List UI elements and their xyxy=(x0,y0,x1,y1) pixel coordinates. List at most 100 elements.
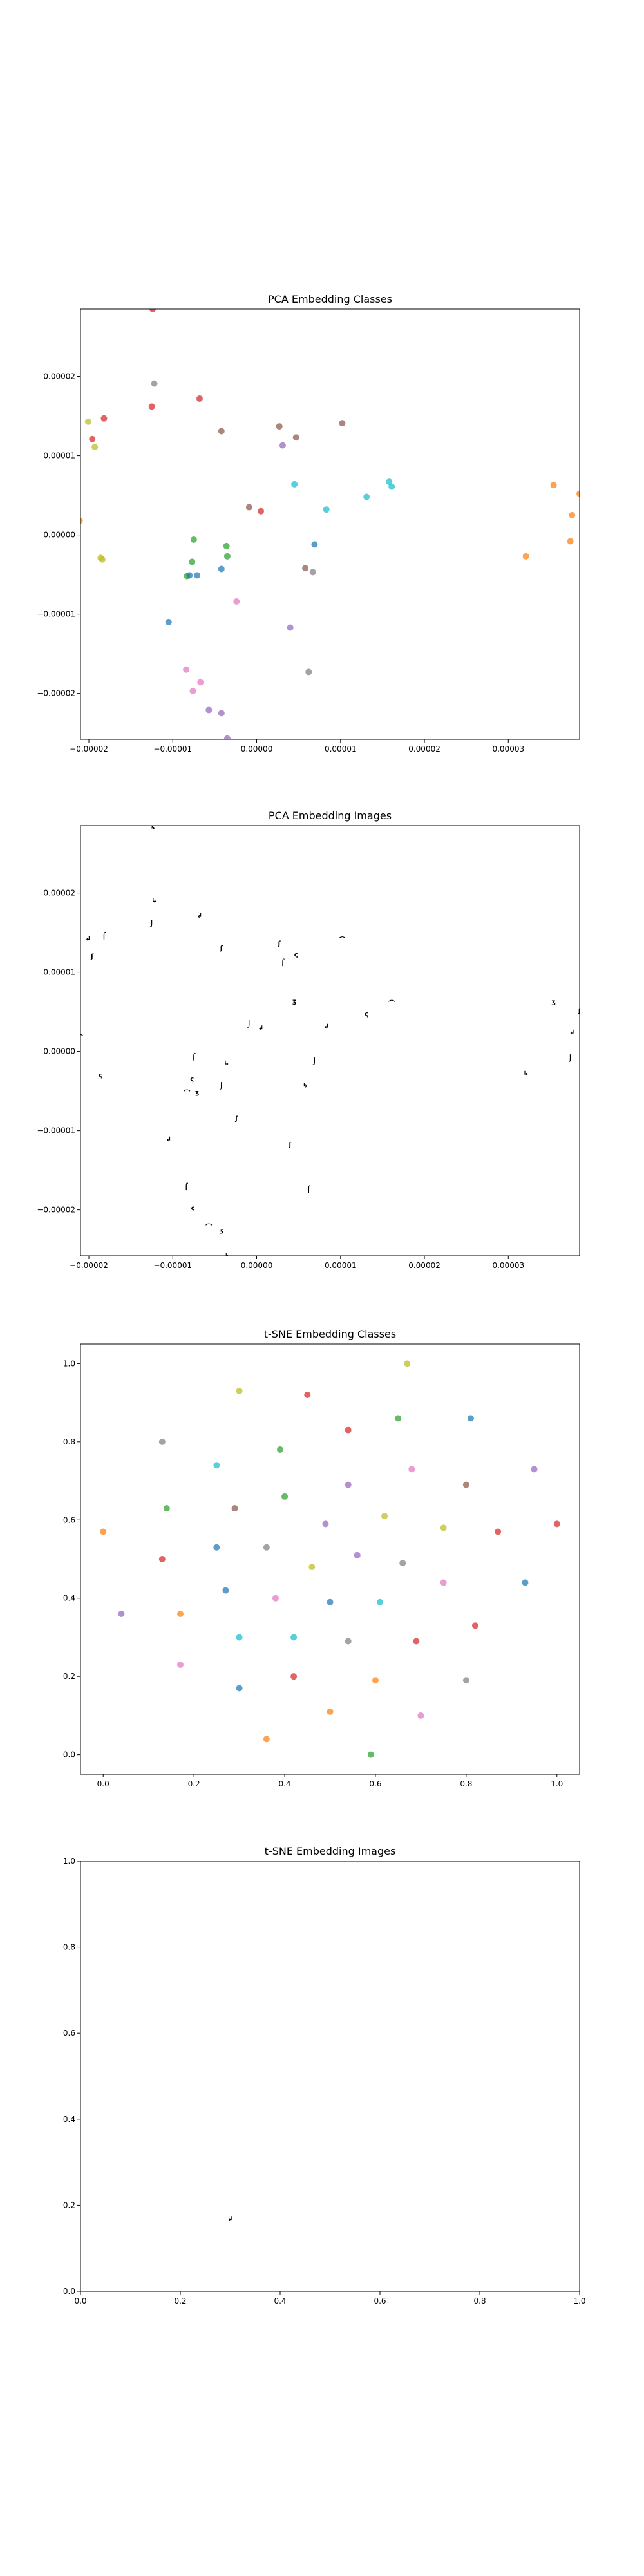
image-glyph: ⌠ xyxy=(307,1184,310,1193)
image-glyph: ⌒ xyxy=(76,1033,83,1041)
image-glyph: ↲ xyxy=(197,913,202,920)
data-point xyxy=(395,1415,402,1422)
data-point xyxy=(440,1524,447,1531)
chart-title: PCA Embedding Images xyxy=(269,810,392,822)
data-point xyxy=(302,565,309,572)
data-point xyxy=(218,565,225,573)
data-point xyxy=(413,1638,420,1645)
y-tick-label: 0.4 xyxy=(63,1594,75,1603)
y-tick-label: 1.0 xyxy=(63,1857,75,1866)
image-glyph: ʃ xyxy=(90,953,94,960)
data-point xyxy=(553,1520,560,1528)
pca-classes-panel: PCA Embedding Classes −0.00002 −0.00001 0.0… xyxy=(37,293,580,753)
image-glyph: ↳ xyxy=(151,898,156,905)
data-point xyxy=(440,1579,447,1586)
data-point xyxy=(89,435,96,442)
data-point xyxy=(404,1360,411,1367)
x-tick-label: 0.0 xyxy=(97,1779,109,1788)
data-point xyxy=(118,1611,125,1618)
data-point xyxy=(323,506,330,513)
points-layer xyxy=(100,1360,560,1758)
x-tick-label: 0.00002 xyxy=(408,1261,440,1270)
x-tick-label: 0.00000 xyxy=(241,1261,273,1270)
data-point xyxy=(189,558,196,565)
y-tick-label: 0.00000 xyxy=(43,531,75,540)
image-glyph: ↳ xyxy=(303,1082,308,1089)
tsne-images-panel: t-SNE Embedding Images ↲ 0.0 0.2 0.4 0.6 0.8 1.… xyxy=(63,1845,586,2306)
data-point xyxy=(80,517,83,524)
image-glyph: ⌠ xyxy=(184,1182,188,1191)
x-tick-label: 0.00003 xyxy=(492,744,524,753)
data-point xyxy=(308,1564,316,1571)
data-point xyxy=(462,1677,469,1684)
y-tick-label: 0.0 xyxy=(63,2287,75,2296)
data-point xyxy=(281,1493,289,1500)
x-tick-label: 0.00002 xyxy=(408,744,440,753)
image-glyph: ʒ xyxy=(220,1227,223,1234)
x-tick-label: 1.0 xyxy=(551,1779,563,1788)
data-point xyxy=(277,1446,283,1453)
data-point xyxy=(223,553,231,560)
y-tick-label: 0.6 xyxy=(63,1515,75,1524)
data-point xyxy=(218,710,225,717)
image-glyph: ⌡ xyxy=(220,1082,223,1090)
data-point xyxy=(408,1466,415,1473)
x-tick-label: 0.2 xyxy=(188,1779,200,1788)
data-point xyxy=(567,538,574,545)
image-glyph: ⌒ xyxy=(388,999,395,1008)
data-point xyxy=(223,542,230,549)
image-glyph: ʃ xyxy=(578,1008,582,1015)
y-tick-label: 0.00002 xyxy=(43,889,75,898)
tsne-classes-panel: t-SNE Embedding Classes 0.0 0.2 0.4 0.6 0.8 1.… xyxy=(63,1328,580,1788)
data-point xyxy=(158,1438,166,1445)
y-tick-label: 1.0 xyxy=(63,1359,75,1368)
data-point xyxy=(399,1560,406,1567)
y-tick-label: −0.00001 xyxy=(37,1126,75,1135)
image-glyph: ↲ xyxy=(86,936,91,943)
y-tick-label: −0.00001 xyxy=(37,610,75,619)
data-point xyxy=(471,1622,478,1629)
data-point xyxy=(149,309,156,312)
image-glyph: ⌡ xyxy=(150,919,154,927)
points-layer: ↲ʃ⌠ς⌒ʒ↳⌡↲ʃ⌠ς⌒ ʒ↳⌡↲ʃ⌠ς⌒ ʒ↳⌡↲ʃ⌠ς⌒ʒ↳⌡↲ʃ⌠ς⌒ ʒ↳⌡… xyxy=(76,826,582,1256)
data-point xyxy=(236,1387,243,1394)
data-point xyxy=(287,624,294,631)
data-point xyxy=(345,1638,352,1645)
data-point xyxy=(276,423,283,430)
data-point xyxy=(372,1677,379,1684)
y-tick-label: 0.00002 xyxy=(43,372,75,381)
data-point xyxy=(183,666,190,673)
image-glyph: ʒ xyxy=(195,1089,199,1096)
image-glyph: ↲ xyxy=(569,1029,574,1036)
chart-title: t-SNE Embedding Classes xyxy=(264,1328,396,1340)
data-point xyxy=(495,1528,502,1535)
x-tick-label: 0.0 xyxy=(74,2297,86,2306)
data-point xyxy=(291,480,298,488)
image-glyph: ʒ xyxy=(292,998,296,1005)
data-point xyxy=(522,1579,529,1586)
image-glyph: ʃ xyxy=(220,945,223,952)
data-point xyxy=(84,418,91,425)
data-point xyxy=(190,536,197,543)
axes-frame xyxy=(80,1861,580,2292)
y-tick-label: 0.0 xyxy=(63,1750,75,1759)
x-tick-label: 0.8 xyxy=(473,2297,486,2306)
image-glyph: ⌡ xyxy=(569,1054,573,1062)
y-tick-label: 0.6 xyxy=(63,2029,75,2038)
data-point xyxy=(367,1751,374,1758)
image-glyph: ʒ xyxy=(551,999,555,1006)
data-point xyxy=(100,415,108,422)
data-point xyxy=(386,478,393,486)
data-point xyxy=(151,380,158,387)
image-glyph: ʃ xyxy=(289,1142,292,1149)
data-point xyxy=(213,1544,220,1551)
data-point xyxy=(148,403,155,410)
data-point xyxy=(569,511,576,518)
data-point xyxy=(236,1685,243,1692)
image-glyph: ⌒ xyxy=(338,936,345,944)
data-point xyxy=(186,572,193,579)
image-glyph: ↳ xyxy=(523,1070,528,1077)
data-point xyxy=(194,572,201,579)
x-tick-label: 0.6 xyxy=(374,2297,386,2306)
